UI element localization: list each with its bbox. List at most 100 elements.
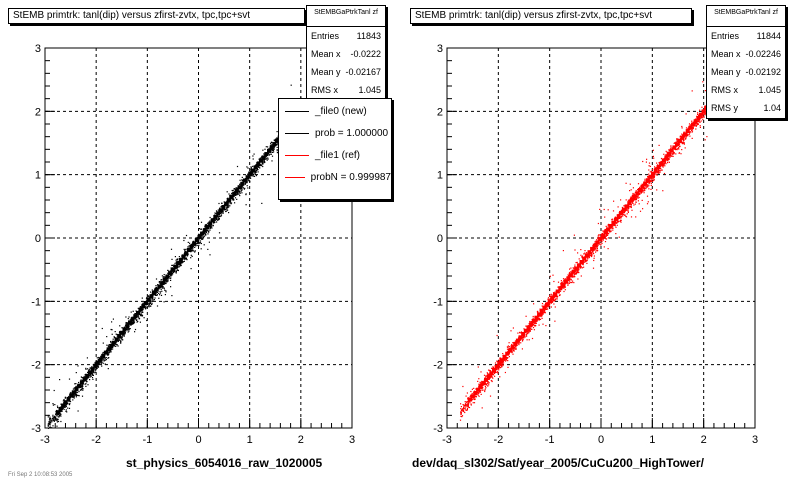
scatter-point (528, 329, 530, 331)
scatter-point (507, 346, 509, 348)
scatter-point (617, 220, 619, 223)
scatter-point (666, 154, 668, 156)
scatter-point (562, 278, 565, 280)
scatter-point (553, 296, 555, 298)
scatter-point (172, 271, 175, 273)
scatter-point (158, 287, 160, 290)
scatter-point (465, 395, 467, 397)
scatter-point (704, 90, 706, 92)
scatter-point (577, 278, 579, 280)
scatter-point (682, 134, 684, 136)
scatter-point (597, 237, 599, 239)
scatter-point (208, 221, 213, 226)
scatter-point (597, 249, 599, 252)
scatter-point (114, 337, 119, 342)
scatter-point (680, 153, 682, 155)
scatter-point (567, 279, 569, 282)
scatter-point (239, 192, 241, 194)
scatter-point (599, 208, 601, 210)
scatter-point (120, 330, 124, 335)
scatter-point (590, 246, 595, 251)
scatter-point (100, 362, 102, 365)
scatter-point (93, 363, 98, 368)
scatter-point (87, 377, 89, 379)
scatter-point (149, 302, 151, 304)
scatter-point (172, 264, 174, 266)
scatter-point (56, 425, 58, 427)
scatter-point (179, 264, 181, 266)
scatter-point (82, 377, 87, 382)
scatter-point (551, 294, 553, 296)
scatter-point (140, 306, 142, 308)
scatter-point (606, 227, 611, 232)
scatter-point (198, 242, 200, 244)
scatter-point (154, 297, 156, 299)
scatter-point (651, 168, 654, 171)
scatter-point (47, 416, 49, 418)
scatter-point (185, 257, 188, 259)
scatter-point (201, 235, 203, 237)
scatter-point (549, 298, 551, 300)
scatter-point (542, 323, 544, 325)
scatter-point (175, 259, 177, 261)
scatter-point (500, 357, 502, 359)
scatter-point (608, 233, 610, 235)
left-stats-box: StEMBGaPtrkTanl zf Entries 11843 Mean x -0… (306, 5, 386, 101)
scatter-point (479, 382, 481, 384)
scatter-point (498, 367, 500, 369)
scatter-point (495, 369, 497, 371)
scatter-point (480, 383, 482, 385)
scatter-point (660, 161, 662, 163)
scatter-point (622, 207, 626, 212)
scatter-point (467, 406, 469, 408)
scatter-point (162, 286, 164, 288)
scatter-point (688, 123, 691, 125)
scatter-point (658, 171, 660, 173)
scatter-point (575, 270, 577, 272)
scatter-point (184, 249, 186, 251)
scatter-point (55, 419, 57, 421)
scatter-point (252, 174, 254, 176)
scatter-point (604, 229, 606, 231)
scatter-point (265, 155, 267, 157)
scatter-point (547, 299, 552, 304)
scatter-point (663, 163, 665, 165)
scatter-point (626, 213, 628, 215)
scatter-point (187, 246, 189, 248)
scatter-point (110, 347, 112, 350)
scatter-point (522, 339, 524, 341)
scatter-point (212, 224, 214, 226)
scatter-point (628, 199, 630, 201)
scatter-point (264, 152, 269, 157)
scatter-point (113, 337, 115, 339)
scatter-point (554, 320, 556, 322)
scatter-point (650, 188, 652, 190)
scatter-point (607, 231, 609, 233)
scatter-point (683, 143, 685, 145)
scatter-point (474, 396, 476, 398)
scatter-point (226, 198, 231, 203)
scatter-point (479, 390, 481, 392)
scatter-point (536, 319, 538, 321)
scatter-point (688, 125, 693, 130)
scatter-point (518, 344, 520, 346)
scatter-point (198, 218, 200, 220)
scatter-point (475, 395, 477, 397)
scatter-point (543, 312, 545, 314)
scatter-point (648, 165, 650, 167)
scatter-point (248, 171, 253, 176)
scatter-point (637, 183, 640, 185)
scatter-point (185, 234, 188, 237)
scatter-point (639, 186, 641, 188)
legend-box: _file0 (new) prob = 1.000000 _file1 (ref… (278, 98, 392, 200)
scatter-point (609, 231, 611, 233)
scatter-point (245, 182, 247, 184)
scatter-point (76, 394, 79, 396)
scatter-point (215, 210, 218, 212)
scatter-point (155, 286, 157, 289)
scatter-point (248, 179, 250, 181)
scatter-point (57, 418, 59, 421)
scatter-point (94, 361, 96, 364)
scatter-point (138, 317, 141, 320)
scatter-point (486, 384, 488, 386)
